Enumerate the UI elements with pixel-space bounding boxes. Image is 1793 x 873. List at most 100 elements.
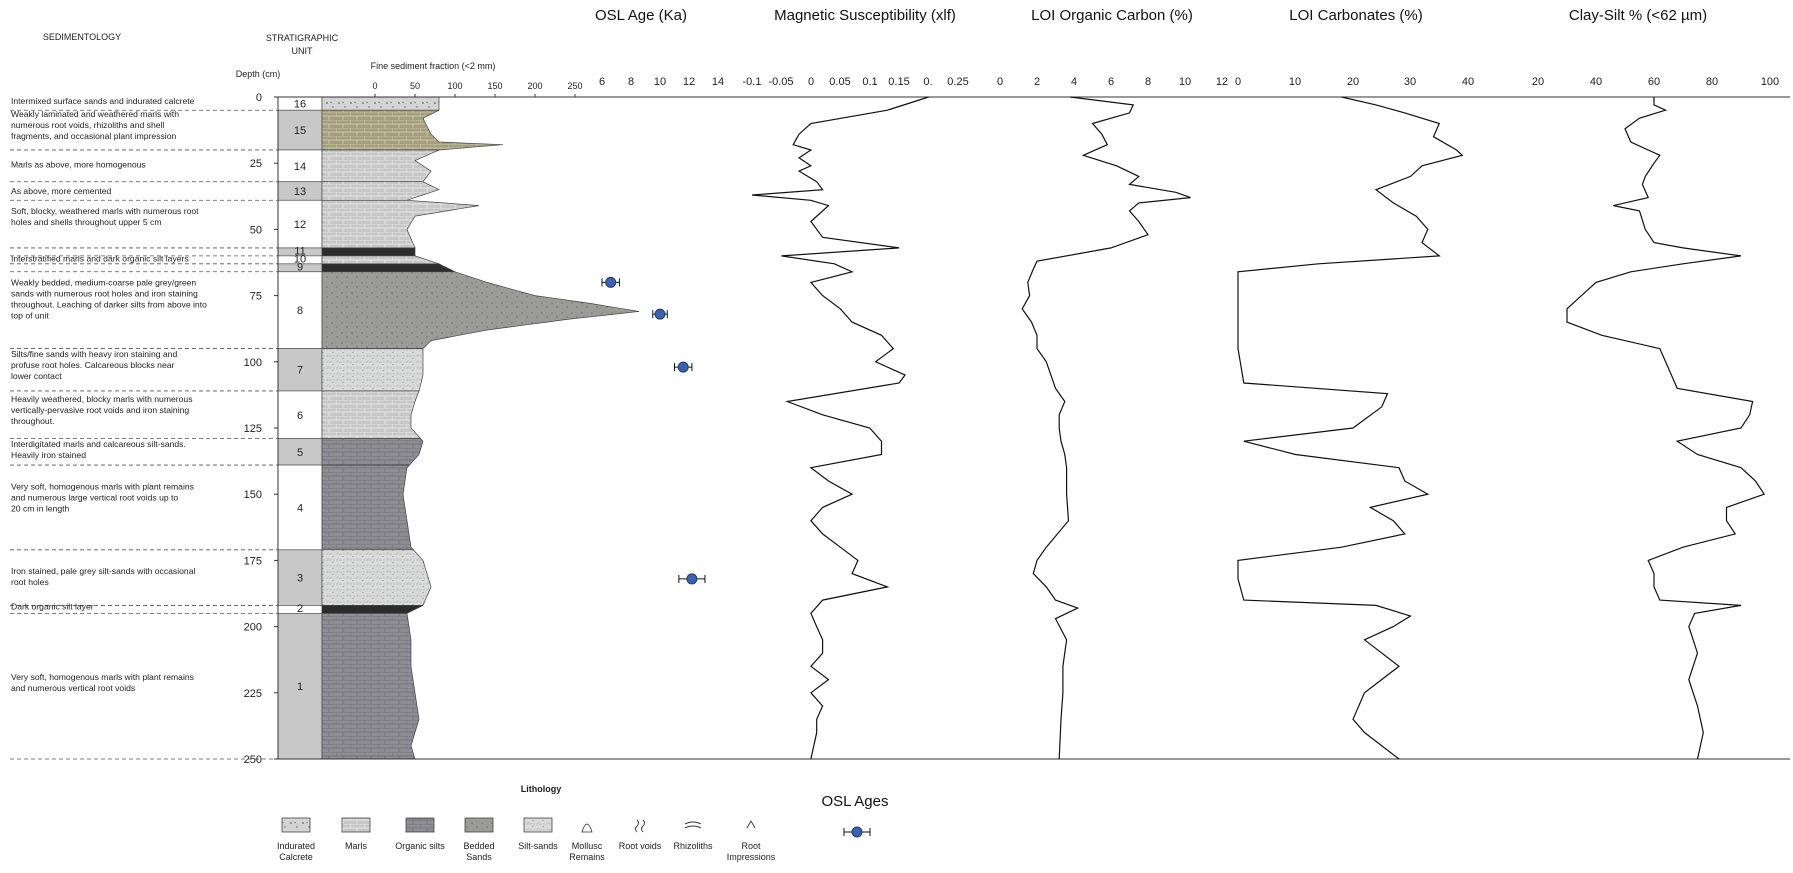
chart-tick-label: 12: [1216, 76, 1228, 88]
legend-label: Impressions: [727, 852, 776, 862]
legend-label: Sands: [466, 852, 492, 862]
depth-tick-label: 225: [244, 688, 262, 700]
legend-swatch: [405, 817, 435, 833]
legend-label: Calcrete: [279, 852, 313, 862]
unit-description-line: numerous root voids, rhizoliths and shel…: [11, 120, 164, 130]
lithology-polygon: [321, 271, 640, 349]
legend-label: Silt-sands: [518, 841, 558, 851]
lithology-polygon: [321, 613, 420, 760]
lithology-polygon: [321, 605, 424, 614]
depth-tick-label: 100: [244, 357, 262, 369]
chart-tick-label: 0: [1235, 76, 1241, 88]
chart-tick-label: 60: [1648, 76, 1660, 88]
chart-tick-label: 0: [808, 76, 814, 88]
chart-tick-label: -0.05: [768, 76, 793, 88]
unit-description-line: Interdigitated marls and calcareous silt…: [11, 439, 186, 449]
lithology-polygon: [321, 247, 416, 257]
chart-tick-label: 100: [1761, 76, 1779, 88]
chart-tick-label: 8: [628, 76, 634, 88]
rhizolith-icon: [684, 821, 702, 829]
fine-tick-label: 150: [487, 81, 502, 91]
lithology-polygon: [321, 181, 440, 201]
unit-description-line: sands with numerous root holes and iron …: [11, 288, 198, 298]
osl-legend-title: OSL Ages: [822, 793, 889, 810]
fine-tick-label: 50: [410, 81, 420, 91]
unit-description-line: Heavily iron stained: [11, 450, 86, 460]
osl-age-point: [686, 573, 698, 585]
chart-tick-label: 10: [1289, 76, 1301, 88]
fine-tick-label: 200: [527, 81, 542, 91]
unit-description-line: lower contact: [11, 371, 62, 381]
unit-label: 5: [297, 447, 303, 459]
unit-description-line: Iron stained, pale grey silt-sands with …: [11, 566, 195, 576]
unit-description-line: Very soft, homogenous marls with plant r…: [11, 481, 194, 491]
chart-tick-label: 0.1: [862, 76, 877, 88]
legend-label: Rhizoliths: [673, 841, 713, 851]
depth-tick-label: 150: [244, 489, 262, 501]
chart-tick-label: 40: [1462, 76, 1474, 88]
chart-tick-label: 6: [1108, 76, 1114, 88]
lithology-polygon: [321, 438, 424, 466]
unit-description-line: top of unit: [11, 310, 49, 320]
osl-age-point: [677, 361, 689, 373]
fine-tick-label: 0: [372, 81, 377, 91]
sedimentology-header: SEDIMENTOLOGY: [43, 32, 121, 42]
chart-tick-label: 0.: [923, 76, 932, 88]
unit-description-line: and numerous large vertical root voids u…: [11, 492, 178, 502]
profile-series-line: [1021, 96, 1191, 760]
chart-title: LOI Carbonates (%): [1289, 7, 1422, 24]
chart-tick-label: 0: [997, 76, 1003, 88]
unit-label: 7: [297, 365, 303, 377]
legend-label: Indurated: [277, 841, 315, 851]
unit-description-line: Heavily weathered, blocky marls with num…: [11, 394, 193, 404]
chart-tick-label: -0.1: [743, 76, 762, 88]
chart-tick-label: 40: [1590, 76, 1602, 88]
chart-title: OSL Age (Ka): [595, 7, 687, 24]
depth-tick-label: 25: [250, 158, 262, 170]
chart-tick-label: 20: [1532, 76, 1544, 88]
depth-tick-label: 75: [250, 291, 262, 303]
chart-tick-label: 8: [1145, 76, 1151, 88]
chart-title: LOI Organic Carbon (%): [1031, 7, 1193, 24]
depth-tick-label: 200: [244, 622, 262, 634]
chart-tick-label: 10: [654, 76, 666, 88]
osl-legend-point: [851, 826, 863, 838]
unit-description-line: throughout. Leaching of darker silts fro…: [11, 299, 207, 309]
lithology-polygon: [321, 199, 480, 249]
unit-label: 13: [294, 186, 306, 198]
fine-tick-label: 250: [567, 81, 582, 91]
profile-series-line: [1566, 97, 1766, 760]
unit-label: 6: [297, 410, 303, 422]
chart-tick-label: 30: [1404, 76, 1416, 88]
legend-swatch: [464, 817, 494, 833]
legend-swatch: [281, 817, 311, 833]
unit-description-line: throughout.: [11, 416, 54, 426]
lithology-polygon: [321, 255, 440, 265]
depth-tick-label: 50: [250, 224, 262, 236]
mollusc-icon: [581, 823, 593, 833]
lithology-polygon: [321, 263, 456, 273]
legend-label: Marls: [345, 841, 367, 851]
legend-label: Organic silts: [395, 841, 445, 851]
legend-swatch: [523, 817, 553, 833]
strat-unit-header: STRATIGRAPHIC: [266, 33, 339, 43]
depth-axis-label: Depth (cm): [236, 69, 281, 79]
unit-label: 2: [297, 603, 303, 615]
legend-title: Lithology: [521, 784, 562, 794]
lithology-polygon: [321, 348, 424, 392]
unit-cell: [277, 109, 323, 151]
depth-tick-label: 125: [244, 423, 262, 435]
unit-label: 3: [297, 573, 303, 585]
chart-tick-label: 4: [1071, 76, 1077, 88]
legend-swatch: [341, 817, 371, 833]
unit-description-line: Weakly laminated and weathered marls wit…: [11, 109, 179, 119]
unit-label: 8: [297, 305, 303, 317]
chart-tick-label: 20: [1347, 76, 1359, 88]
depth-tick-label: 175: [244, 555, 262, 567]
unit-label: 15: [294, 125, 306, 137]
unit-description-line: Interstratified marls and dark organic s…: [11, 254, 189, 264]
unit-description-line: Silts/fine sands with heavy iron stainin…: [11, 349, 177, 359]
unit-label: 10: [294, 253, 306, 265]
unit-label: 12: [294, 219, 306, 231]
strat-unit-header-2: UNIT: [292, 46, 313, 56]
